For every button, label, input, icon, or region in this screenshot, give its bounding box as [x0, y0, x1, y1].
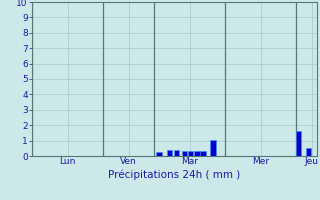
Bar — [182, 151, 188, 156]
Bar — [200, 151, 206, 156]
Bar — [156, 152, 162, 156]
Bar — [188, 151, 194, 156]
Bar — [210, 140, 216, 156]
Bar — [194, 151, 200, 156]
Bar — [296, 131, 301, 156]
Bar — [306, 148, 311, 156]
Bar — [166, 150, 172, 156]
X-axis label: Précipitations 24h ( mm ): Précipitations 24h ( mm ) — [108, 169, 241, 180]
Bar — [174, 150, 179, 156]
